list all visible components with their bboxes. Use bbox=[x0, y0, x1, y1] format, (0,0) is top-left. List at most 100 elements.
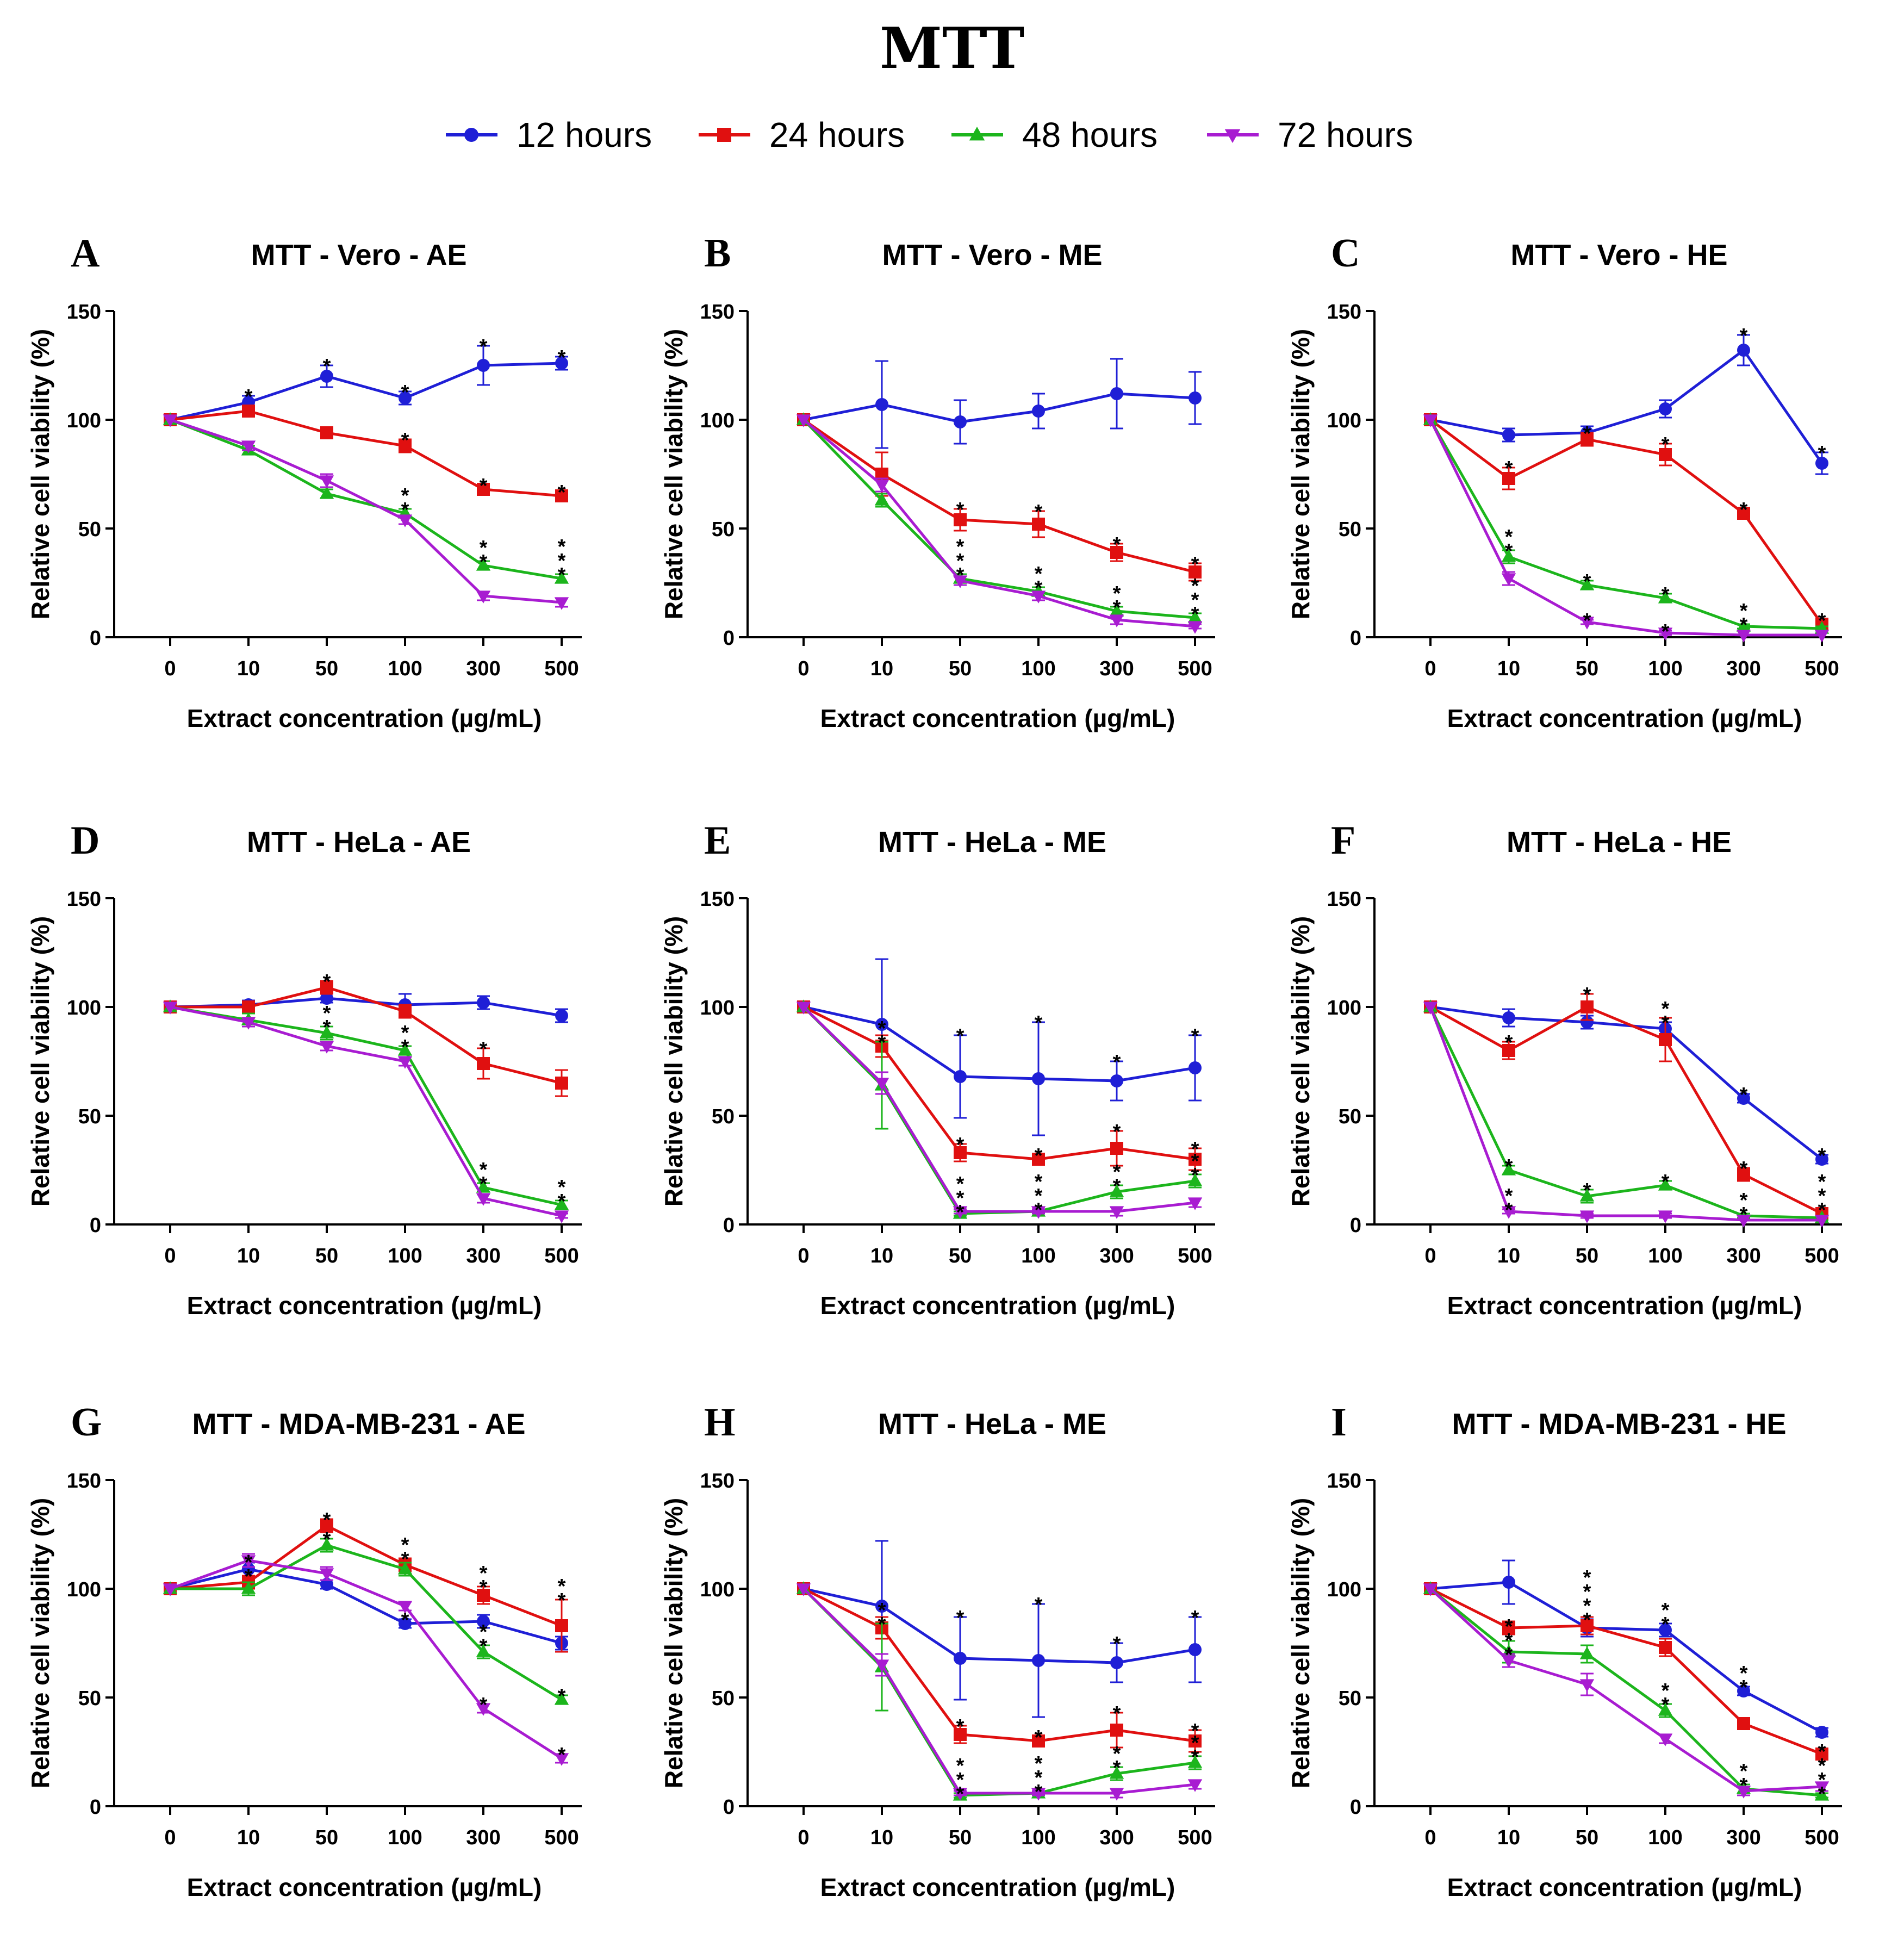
y-tick-label: 50 bbox=[78, 1687, 101, 1710]
panel-F: F MTT - HeLa - HE 0 50 100 150 0 10 50 100 300 500 E… bbox=[1286, 818, 1842, 1320]
significance-star: * bbox=[1583, 1179, 1591, 1202]
series-72-hours bbox=[796, 1583, 1203, 1801]
significance-star: * bbox=[1035, 1145, 1043, 1167]
significance-star: * bbox=[558, 564, 566, 587]
legend-marker-triangle-down bbox=[1224, 129, 1241, 143]
data-point bbox=[241, 1581, 256, 1594]
data-point bbox=[397, 1043, 413, 1056]
data-point bbox=[1658, 1733, 1673, 1746]
y-axis-label: Relative cell viability (%) bbox=[26, 916, 54, 1207]
series-48-hours bbox=[796, 412, 1203, 623]
data-point bbox=[1581, 1000, 1594, 1013]
significance-star: * bbox=[1740, 1158, 1748, 1180]
data-point bbox=[1501, 549, 1516, 562]
significance-star: * bbox=[558, 1575, 566, 1598]
series-line bbox=[1429, 1006, 1822, 1222]
significance-star: * bbox=[1113, 533, 1121, 556]
panel-letter: H bbox=[704, 1400, 736, 1445]
series-line bbox=[1430, 1005, 1823, 1160]
significance-star: * bbox=[1113, 1743, 1121, 1765]
y-tick-label: 150 bbox=[67, 301, 101, 324]
panel-E: E MTT - HeLa - ME 0 50 100 150 0 10 50 100 300 500 E… bbox=[659, 818, 1215, 1320]
data-point bbox=[1110, 546, 1123, 559]
series-72-hours bbox=[1423, 1002, 1830, 1228]
significance-star: * bbox=[1662, 1694, 1670, 1717]
y-tick-label: 0 bbox=[90, 1796, 101, 1819]
data-point bbox=[1658, 590, 1673, 604]
series-72-hours bbox=[163, 1002, 569, 1223]
panel-title: MTT - Vero - HE bbox=[1510, 239, 1727, 271]
data-point bbox=[1189, 1153, 1202, 1166]
data-point bbox=[320, 426, 333, 439]
data-point bbox=[1032, 518, 1045, 531]
significance-star: * bbox=[1662, 620, 1670, 643]
x-tick-label: 500 bbox=[1805, 1826, 1839, 1849]
significance-star: * bbox=[323, 1509, 331, 1532]
significance-star: * bbox=[1583, 1609, 1591, 1632]
series-line bbox=[802, 1587, 1196, 1743]
significance-star: * bbox=[1035, 1781, 1043, 1804]
series-24-hours bbox=[797, 1000, 1202, 1171]
series-12-hours bbox=[1424, 1559, 1828, 1739]
y-tick-label: 100 bbox=[1327, 409, 1361, 432]
significance-star: * bbox=[1505, 1615, 1513, 1638]
significance-star: * bbox=[1035, 1752, 1043, 1775]
series-line bbox=[802, 1006, 1196, 1215]
data-point bbox=[1737, 344, 1750, 357]
y-tick-label: 150 bbox=[67, 1470, 101, 1493]
data-point bbox=[555, 1619, 568, 1632]
x-tick-label: 100 bbox=[1021, 657, 1055, 680]
data-point bbox=[1501, 573, 1516, 586]
legend-item: 72 hours bbox=[1207, 115, 1413, 154]
x-tick-label: 50 bbox=[1576, 657, 1598, 680]
data-point bbox=[1189, 391, 1202, 405]
significance-star: * bbox=[1191, 1164, 1199, 1187]
data-point bbox=[319, 1025, 334, 1038]
significance-star: * bbox=[1740, 499, 1748, 521]
panel-title: MTT - HeLa - ME bbox=[878, 826, 1106, 859]
data-point bbox=[477, 359, 490, 372]
y-tick-label: 100 bbox=[67, 997, 101, 1019]
x-tick-label: 0 bbox=[798, 657, 809, 680]
x-axis-label: Extract concentration (µg/mL) bbox=[1447, 1873, 1802, 1901]
x-axis-label: Extract concentration (µg/mL) bbox=[187, 1291, 542, 1320]
data-point bbox=[1737, 1684, 1750, 1697]
significance-star: * bbox=[323, 971, 331, 993]
significance-star: * bbox=[1191, 1025, 1199, 1048]
x-axis-label: Extract concentration (µg/mL) bbox=[820, 1873, 1175, 1901]
significance-star: * bbox=[956, 1187, 965, 1210]
data-point bbox=[320, 370, 333, 383]
significance-star: * bbox=[1113, 1633, 1121, 1656]
data-point bbox=[796, 414, 811, 427]
significance-star: * bbox=[1505, 1155, 1513, 1178]
series-48-hours bbox=[163, 999, 569, 1210]
data-point bbox=[1502, 1621, 1515, 1634]
series-line bbox=[802, 418, 1196, 574]
series-line bbox=[170, 1524, 562, 1627]
data-point bbox=[796, 1002, 811, 1015]
series-24-hours bbox=[164, 1518, 568, 1653]
y-tick-label: 0 bbox=[1350, 1214, 1361, 1237]
significance-star: * bbox=[878, 1599, 886, 1622]
data-point bbox=[554, 1753, 569, 1766]
series-line bbox=[802, 419, 1196, 619]
data-point bbox=[874, 1078, 889, 1091]
data-point bbox=[1187, 1755, 1203, 1768]
significance-star: * bbox=[480, 1635, 488, 1658]
data-point bbox=[875, 1600, 888, 1613]
data-point bbox=[1579, 617, 1595, 630]
y-axis-label: Relative cell viability (%) bbox=[1286, 916, 1315, 1207]
significance-star: * bbox=[1505, 1199, 1513, 1222]
y-tick-label: 50 bbox=[1339, 518, 1361, 541]
significance-star: * bbox=[1662, 1680, 1670, 1702]
series-12-hours bbox=[1424, 334, 1828, 475]
data-point bbox=[1109, 1766, 1124, 1779]
significance-star: * bbox=[1113, 1175, 1121, 1198]
data-point bbox=[954, 1652, 967, 1665]
data-point bbox=[1502, 472, 1515, 485]
x-tick-label: 500 bbox=[1178, 1245, 1212, 1267]
data-point bbox=[399, 439, 412, 452]
significance-star: * bbox=[1662, 1012, 1670, 1035]
significance-star: * bbox=[1740, 1662, 1748, 1685]
y-tick-label: 100 bbox=[67, 409, 101, 432]
